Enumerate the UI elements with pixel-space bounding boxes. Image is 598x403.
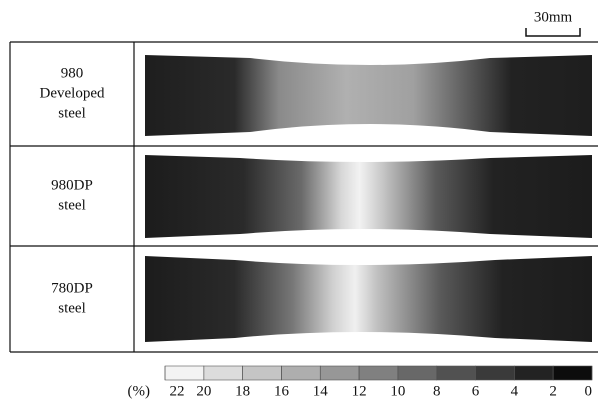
row-label: Developed [40, 85, 105, 101]
specimen-image [145, 55, 592, 136]
row-label: 980 [61, 65, 84, 81]
colorbar-unit: (%) [128, 383, 151, 399]
colorbar-tick-label: 2 [549, 383, 557, 399]
row-label: 780DP [51, 280, 93, 296]
colorbar-tick-label: 10 [390, 383, 405, 399]
scale-bar [526, 28, 580, 36]
colorbar-segment [359, 366, 398, 380]
colorbar-tick-label: 0 [585, 383, 593, 399]
colorbar-segment [398, 366, 437, 380]
colorbar-tick-label: 4 [511, 383, 519, 399]
colorbar-segment [553, 366, 592, 380]
figure: 30mm 980 Developed steel 980DP steel 780DP ste… [0, 0, 598, 403]
specimen-image [145, 256, 592, 342]
colorbar-tick-label: 16 [274, 383, 290, 399]
colorbar-segment [476, 366, 515, 380]
colorbar-segment [320, 366, 359, 380]
colorbar-tick-label: 22 [170, 383, 185, 399]
colorbar-tick-label: 18 [235, 383, 250, 399]
specimen-image [145, 155, 592, 238]
colorbar-tick-label: 14 [313, 383, 329, 399]
colorbar-tick-label: 12 [352, 383, 367, 399]
scale-bar-label: 30mm [534, 9, 573, 25]
row-label: steel [58, 300, 86, 316]
colorbar-segment [204, 366, 243, 380]
page: 30mm 980 Developed steel 980DP steel 780DP ste… [0, 0, 598, 403]
colorbar-segment [281, 366, 320, 380]
colorbar-segment [165, 366, 204, 380]
row-label: steel [58, 197, 86, 213]
colorbar-segment [514, 366, 553, 380]
colorbar-tick-label: 20 [196, 383, 211, 399]
row-label: steel [58, 105, 86, 121]
colorbar-segment [437, 366, 476, 380]
colorbar-segment [243, 366, 282, 380]
colorbar-tick-label: 8 [433, 383, 441, 399]
row-label: 980DP [51, 177, 93, 193]
row-labels: 980 Developed steel 980DP steel 780DP steel [40, 65, 105, 316]
colorbar-tick-label: 6 [472, 383, 480, 399]
